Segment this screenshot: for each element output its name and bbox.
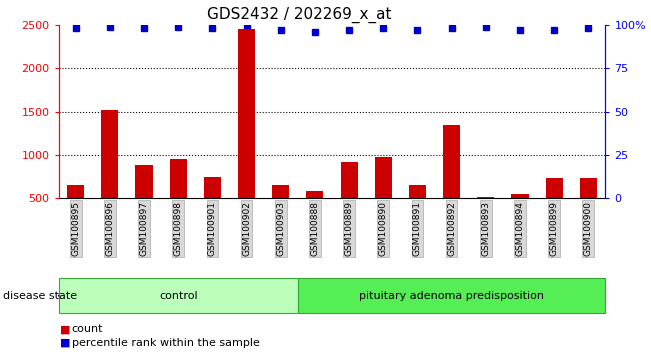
Bar xyxy=(272,185,289,241)
Bar xyxy=(443,125,460,241)
Text: ■: ■ xyxy=(60,338,70,348)
Bar xyxy=(170,159,187,241)
Bar xyxy=(375,157,392,241)
Text: control: control xyxy=(159,291,197,301)
Text: pituitary adenoma predisposition: pituitary adenoma predisposition xyxy=(359,291,544,301)
Bar xyxy=(67,185,84,241)
Text: disease state: disease state xyxy=(3,291,77,301)
Bar xyxy=(238,29,255,241)
Bar xyxy=(102,110,118,241)
Text: ■: ■ xyxy=(60,324,70,334)
Text: percentile rank within the sample: percentile rank within the sample xyxy=(72,338,260,348)
Bar xyxy=(512,194,529,241)
Text: count: count xyxy=(72,324,103,334)
Bar xyxy=(477,198,494,241)
Bar xyxy=(340,162,357,241)
Bar xyxy=(204,177,221,241)
Bar xyxy=(546,178,562,241)
Bar xyxy=(580,178,597,241)
Title: GDS2432 / 202269_x_at: GDS2432 / 202269_x_at xyxy=(207,7,391,23)
Bar xyxy=(409,185,426,241)
Bar xyxy=(307,191,324,241)
Bar xyxy=(135,165,152,241)
